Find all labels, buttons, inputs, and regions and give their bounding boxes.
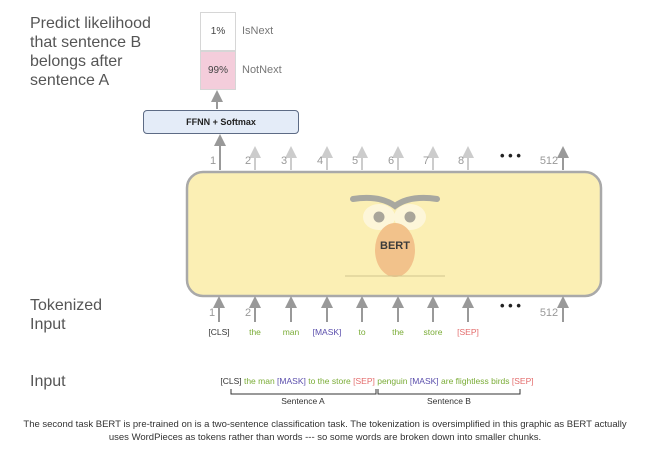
tokenized-input-line: Tokenized <box>30 297 103 314</box>
bert-label: BERT <box>380 240 410 252</box>
ffnn-softmax-label: FFNN + Softmax <box>186 117 256 127</box>
bottom-position-1: 1 <box>208 307 216 319</box>
isnext-label: IsNext <box>242 25 274 37</box>
top-position-4: 4 <box>316 155 324 167</box>
bottom-position-2: 2 <box>244 307 252 319</box>
seq-to-the-store: to the store <box>308 376 354 386</box>
predict-label-line: Predict likelihood <box>30 15 151 32</box>
token-store: store <box>423 327 443 337</box>
predict-label-line: that sentence B <box>30 34 142 51</box>
bottom-position-512: 512 <box>539 307 559 319</box>
sentence-a-bracket <box>230 389 377 395</box>
seq-flightless: are flightless birds <box>441 376 512 386</box>
caption: The second task BERT is pre-trained on i… <box>23 419 627 443</box>
top-position-3: 3 <box>280 155 288 167</box>
top-position-5: 5 <box>351 155 359 167</box>
seq-mask-2: [MASK] <box>409 376 442 386</box>
input-arrows <box>213 296 569 322</box>
token-the: the <box>249 327 261 337</box>
bert-face <box>345 194 445 277</box>
tokenized-input-line: Input <box>30 316 66 333</box>
token-cls: [CLS] <box>208 327 230 337</box>
notnext-label: NotNext <box>242 64 282 76</box>
top-position-6: 6 <box>387 155 395 167</box>
seq-sep-1: [SEP] <box>353 376 378 386</box>
token-man: man <box>282 327 300 337</box>
input-label: Input <box>30 373 66 390</box>
predict-label: Predict likelihood that sentence B belon… <box>30 14 151 90</box>
top-position-7: 7 <box>422 155 430 167</box>
predict-label-line: sentence A <box>30 72 110 89</box>
top-position-8: 8 <box>457 155 465 167</box>
top-position-1: 1 <box>209 155 217 167</box>
token-sep: [SEP] <box>457 327 479 337</box>
seq-cls: [CLS] <box>220 376 244 386</box>
top-position-2: 2 <box>244 155 252 167</box>
sentence-a-label: Sentence A <box>281 396 325 406</box>
top-ellipsis: • • • <box>500 148 521 163</box>
predict-label-line: belongs after <box>30 53 123 70</box>
notnext-prob-value: 99% <box>207 65 228 76</box>
tokenized-input-label: Tokenized Input <box>30 296 102 334</box>
seq-penguin: penguin <box>377 376 410 386</box>
token-to: to <box>358 327 366 337</box>
input-sequence: [CLS] the man [MASK] to the store [SEP] … <box>192 376 562 386</box>
top-position-512: 512 <box>539 155 559 167</box>
seq-sep-2: [SEP] <box>511 376 534 386</box>
seq-the-man: the man <box>243 376 278 386</box>
isnext-prob-box: 1% <box>200 12 236 51</box>
bottom-ellipsis: • • • <box>500 298 521 313</box>
isnext-prob-value: 1% <box>210 26 226 37</box>
seq-mask-1: [MASK] <box>277 376 309 386</box>
sentence-b-bracket <box>377 389 521 395</box>
output-arrows <box>249 146 474 170</box>
sentence-b-label: Sentence B <box>427 396 471 406</box>
token-the-2: the <box>392 327 404 337</box>
ffnn-softmax-box: FFNN + Softmax <box>143 110 299 134</box>
token-mask: [MASK] <box>312 327 342 337</box>
notnext-prob-box: 99% <box>200 51 236 90</box>
